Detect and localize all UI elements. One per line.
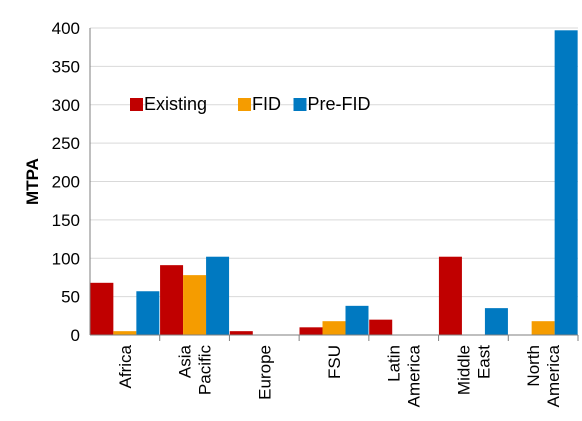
y-tick-label: 350 (52, 57, 80, 76)
category-label-line: America (405, 344, 424, 407)
bar-existing-5 (438, 256, 462, 335)
bar-fid-0 (113, 331, 137, 335)
category-label-line: East (474, 345, 493, 379)
category-label-line: Middle (454, 345, 473, 395)
category-label-line: Pacific (196, 345, 215, 396)
category-label: Asia Pacific (176, 344, 215, 395)
axes (89, 28, 579, 341)
legend-label-existing: Existing (144, 94, 207, 114)
gridlines (90, 27, 578, 298)
bar-fid-3 (322, 321, 346, 335)
category-label-line: FSU (325, 345, 344, 379)
bar-existing-1 (160, 265, 184, 335)
category-label: North America (524, 344, 563, 407)
y-axis-label: MTPA (23, 158, 42, 205)
bar-pre-fid-0 (136, 291, 160, 335)
category-label: Middle East (454, 345, 493, 395)
y-tick-label: 250 (52, 134, 80, 153)
category-label-line: Asia (176, 344, 195, 378)
legend-swatch-existing (130, 98, 143, 111)
y-tick-label: 100 (52, 249, 80, 268)
bar-existing-2 (229, 331, 253, 335)
bars (90, 30, 578, 336)
y-tick-label: 50 (61, 288, 80, 307)
y-tick-label: 0 (71, 326, 80, 345)
y-tick-labels: 0 50 100 150 200 250 300 350 400 (52, 19, 80, 345)
legend-label-pre-fid: Pre-FID (308, 94, 371, 114)
bar-existing-3 (299, 327, 323, 335)
bar-fid-1 (183, 275, 207, 335)
category-label: Europe (255, 345, 274, 400)
bar-existing-4 (369, 319, 393, 335)
legend-swatch-pre-fid (293, 98, 307, 111)
legend-swatch-fid (238, 98, 251, 111)
bar-fid-6 (531, 321, 555, 335)
category-label-line: Europe (255, 345, 274, 400)
bar-pre-fid-5 (484, 308, 508, 335)
category-label: Africa (116, 344, 135, 388)
bar-pre-fid-3 (345, 305, 369, 335)
category-label-line: America (544, 344, 563, 407)
category-label: Latin America (385, 344, 424, 407)
legend: Existing FID Pre-FID (130, 94, 371, 114)
bar-pre-fid-1 (206, 256, 230, 335)
bar-pre-fid-6 (554, 30, 578, 336)
y-tick-label: 300 (52, 96, 80, 115)
y-tick-label: 150 (52, 211, 80, 230)
legend-label-fid: FID (252, 94, 281, 114)
category-labels: Africa Asia Pacific Europe FSU Latin America Mi… (116, 344, 563, 407)
bar-existing-0 (90, 282, 114, 335)
category-label-line: North (524, 345, 543, 387)
category-label-line: Latin (385, 345, 404, 382)
category-label-line: Africa (116, 344, 135, 388)
y-tick-label: 200 (52, 173, 80, 192)
y-tick-label: 400 (52, 19, 80, 38)
category-label: FSU (325, 345, 344, 379)
